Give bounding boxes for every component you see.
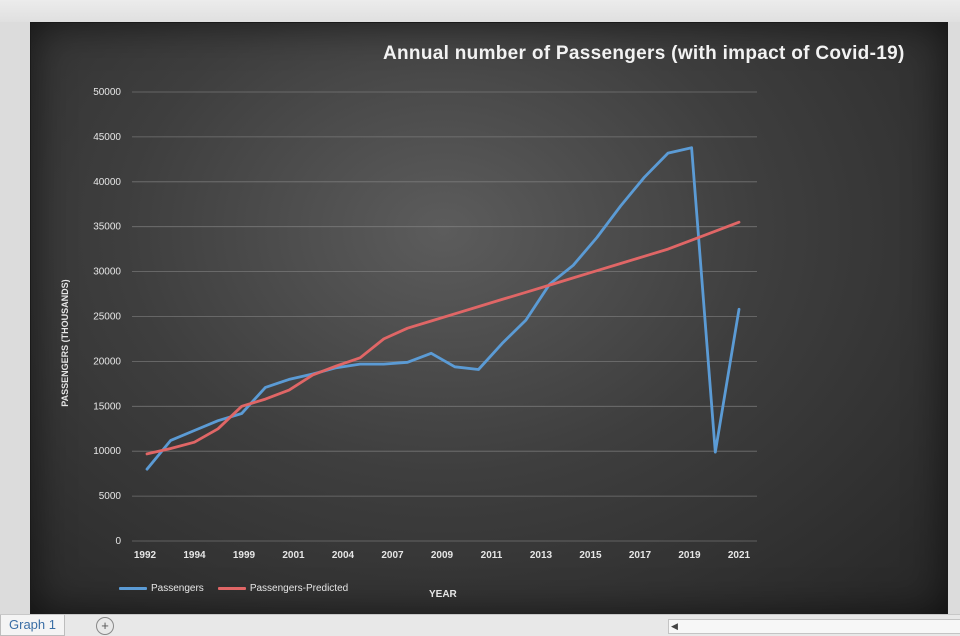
x-tick-label: 2017 — [629, 550, 652, 561]
plus-icon[interactable]: + — [96, 617, 114, 635]
series-line-passengers — [145, 146, 741, 471]
y-tick-label: 35000 — [93, 222, 121, 233]
y-tick-label: 45000 — [93, 132, 121, 143]
y-tick-label: 25000 — [93, 312, 121, 323]
triangle-left-icon[interactable]: ◀ — [671, 621, 678, 631]
legend-label-passengers: Passengers — [151, 583, 204, 594]
x-tick-label: 2013 — [530, 550, 553, 561]
sheet-tab-bar: Graph 1 + ◀ — [0, 614, 960, 636]
x-tick-label: 2019 — [678, 550, 701, 561]
x-axis-label: YEAR — [429, 589, 457, 600]
x-tick-label: 1994 — [183, 550, 206, 561]
chart-area[interactable]: Annual number of Passengers (with impact… — [30, 22, 948, 616]
chart-title: Annual number of Passengers (with impact… — [383, 43, 905, 64]
legend-swatch-predicted — [217, 587, 246, 590]
y-tick-label: 15000 — [93, 401, 121, 412]
x-tick-label: 1999 — [233, 550, 256, 561]
x-tick-label: 2001 — [282, 550, 305, 561]
y-tick-label: 20000 — [93, 356, 121, 367]
x-tick-label: 2004 — [332, 550, 355, 561]
legend-swatch-passengers — [119, 587, 147, 590]
window-top-bar — [0, 0, 960, 22]
legend-item-predicted: Passengers-Predicted — [217, 583, 349, 594]
series-line-predicted — [145, 220, 741, 456]
horizontal-scrollbar[interactable]: ◀ — [668, 619, 960, 634]
x-tick-label: 1992 — [134, 550, 157, 561]
y-tick-label: 10000 — [93, 446, 121, 457]
sheet-tab-graph-1[interactable]: Graph 1 — [0, 615, 65, 636]
legend-label-predicted: Passengers-Predicted — [249, 583, 349, 594]
y-tick-label: 0 — [115, 536, 121, 547]
y-tick-label: 40000 — [93, 177, 121, 188]
y-tick-label: 30000 — [93, 267, 121, 278]
x-tick-label: 2011 — [481, 550, 503, 561]
x-tick-label: 2015 — [579, 550, 602, 561]
y-axis-label: PASSENGERS (THOUSANDS) — [60, 279, 70, 407]
legend: Passengers Passengers-Predicted — [119, 583, 348, 594]
plot-area: 0 5000 10000 15000 20000 25000 30000 35000 40000… — [93, 87, 757, 561]
y-tick-label: 5000 — [99, 491, 122, 502]
y-tick-label: 50000 — [93, 87, 121, 98]
x-tick-label: 2007 — [381, 550, 404, 561]
legend-item-passengers: Passengers — [119, 583, 204, 594]
x-tick-label: 2021 — [728, 550, 751, 561]
x-tick-label: 2009 — [431, 550, 454, 561]
